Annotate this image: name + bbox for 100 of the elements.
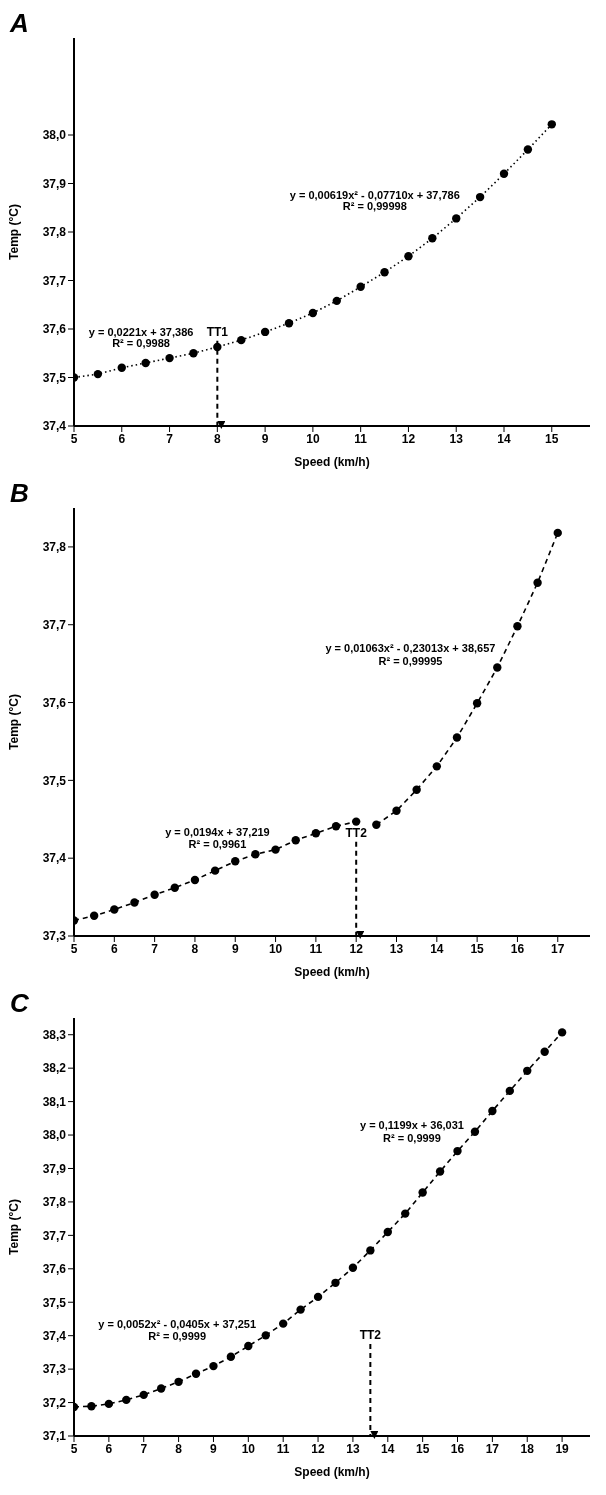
annotation: R² = 0,9999 [148, 1330, 207, 1343]
point [366, 1246, 375, 1255]
y-axis-title: Temp (°C) [7, 204, 22, 260]
x-tick-label: 14 [497, 431, 511, 446]
point [174, 1377, 183, 1387]
y-tick-label: 37,7 [42, 617, 67, 632]
x-tick-label: 16 [510, 941, 525, 956]
x-tick-label: 14 [430, 941, 444, 956]
point [170, 883, 179, 892]
y-tick-label: 37,6 [42, 322, 67, 337]
point [291, 836, 300, 845]
point [89, 911, 99, 920]
point [231, 857, 240, 866]
x-tick-label: 8 [213, 431, 221, 446]
point [156, 1384, 166, 1393]
point [308, 308, 318, 318]
point [165, 353, 174, 363]
x-tick-label: 14 [381, 1441, 395, 1456]
point [523, 1066, 532, 1076]
point [404, 252, 413, 261]
point [104, 1399, 114, 1409]
y-axis-title: Temp (°C) [7, 1199, 22, 1255]
point [191, 1369, 201, 1378]
point [401, 1209, 410, 1218]
point [356, 282, 365, 292]
x-tick-label: 17 [485, 1441, 500, 1456]
annotation: y = 0,00619x² - 0,07710x + 37,786 [289, 188, 460, 201]
chart-title: B [10, 478, 29, 509]
point [380, 268, 389, 277]
annotation: y = 0,0221x + 37,386 [88, 325, 194, 338]
annotation: R² = 0,9961 [188, 837, 247, 850]
point [261, 1331, 270, 1340]
y-tick-label: 37,9 [42, 176, 67, 191]
y-tick-label: 37,2 [42, 1395, 67, 1410]
x-tick-label: 6 [118, 431, 126, 446]
point [428, 234, 437, 243]
point [189, 349, 198, 358]
y-tick-label: 37,4 [42, 851, 67, 866]
x-tick-label: 10 [306, 431, 320, 446]
y-tick-label: 37,4 [42, 419, 67, 434]
x-tick-label: 10 [268, 941, 283, 956]
point [472, 699, 482, 708]
x-tick-label: 11 [354, 431, 368, 446]
point [523, 145, 533, 154]
point [453, 1146, 462, 1156]
point [432, 762, 442, 771]
point [244, 1341, 253, 1351]
y-tick-label: 37,5 [42, 1295, 67, 1310]
y-tick-label: 37,8 [42, 225, 67, 240]
point [150, 890, 159, 899]
point [311, 829, 321, 838]
x-tick-label: 18 [520, 1441, 535, 1456]
point [331, 822, 341, 831]
point [260, 327, 270, 337]
x-tick-label: 5 [70, 431, 78, 446]
x-tick-label: 6 [105, 1441, 113, 1456]
point [372, 820, 381, 829]
x-tick-label: 7 [151, 941, 159, 956]
y-tick-label: 37,5 [42, 773, 67, 788]
point [351, 817, 361, 826]
point [122, 1395, 131, 1405]
x-tick-label: 12 [401, 431, 416, 446]
point [418, 1188, 427, 1197]
x-tick-label: 12 [349, 941, 364, 956]
y-tick-label: 37,9 [42, 1161, 67, 1176]
point [210, 866, 220, 875]
annotation: y = 0,0194x + 37,219 [165, 826, 270, 839]
point [470, 1127, 480, 1136]
point [284, 318, 294, 328]
point [533, 578, 542, 587]
ref-line-label: TT2 [345, 825, 368, 840]
x-tick-label: 13 [389, 941, 404, 956]
y-tick-label: 38,3 [42, 1027, 67, 1042]
y-tick-label: 37,4 [42, 1328, 67, 1343]
point [331, 1278, 340, 1288]
point [412, 785, 421, 794]
x-tick-label: 5 [70, 1441, 78, 1456]
ref-line-label: TT2 [359, 1328, 382, 1343]
point [226, 1352, 236, 1361]
x-tick-label: 17 [551, 941, 565, 956]
chart-title: A [10, 8, 29, 39]
point [493, 663, 502, 672]
point [251, 850, 260, 859]
annotation: y = 0,01063x² - 0,23013x + 38,657 [325, 641, 496, 654]
x-tick-label: 11 [276, 1441, 290, 1456]
point [499, 169, 509, 178]
point [313, 1292, 323, 1302]
point [209, 1361, 218, 1371]
y-tick-label: 37,3 [42, 1362, 67, 1377]
point [452, 733, 462, 742]
point [296, 1305, 305, 1314]
point [475, 192, 485, 202]
y-tick-label: 37,3 [42, 929, 67, 944]
y-tick-label: 38,1 [42, 1094, 67, 1109]
y-tick-label: 37,7 [42, 1228, 67, 1243]
x-tick-label: 7 [166, 431, 174, 446]
annotation: R² = 0,99995 [378, 655, 443, 668]
y-tick-label: 37,1 [42, 1429, 67, 1444]
point [213, 342, 222, 352]
point [271, 845, 280, 854]
